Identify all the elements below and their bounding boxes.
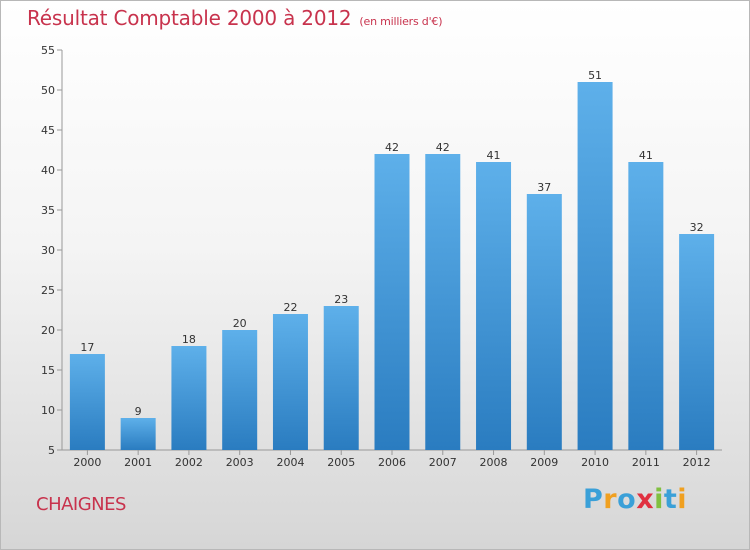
bar-value-label: 41	[639, 149, 653, 162]
bar	[272, 314, 308, 450]
x-tick-label: 2005	[327, 456, 355, 469]
bar	[120, 418, 156, 450]
title-text: Résultat Comptable 2000 à 2012	[27, 6, 352, 30]
y-tick-label: 30	[41, 244, 55, 257]
x-tick-label: 2001	[124, 456, 152, 469]
y-axis: 5 10 15 20 25 30 35 40 45 50 55	[41, 44, 63, 457]
logo-letter: P	[583, 484, 604, 515]
bar-value-label: 17	[80, 341, 94, 354]
bar	[577, 82, 613, 450]
x-tick-label: 2000	[73, 456, 101, 469]
x-tick-label: 2006	[378, 456, 406, 469]
bar-value-label: 51	[588, 69, 602, 82]
y-tick-label: 20	[41, 324, 55, 337]
logo-letter: x	[636, 484, 655, 515]
bar-value-label: 23	[334, 293, 348, 306]
x-tick-label: 2009	[530, 456, 558, 469]
bar-value-label: 20	[233, 317, 247, 330]
y-tick-label: 15	[41, 364, 55, 377]
y-tick-label: 5	[48, 444, 55, 457]
y-tick-label: 40	[41, 164, 55, 177]
logo-letter: i	[654, 484, 664, 515]
chart-subtitle: (en milliers d'€)	[359, 15, 443, 28]
bar	[679, 234, 715, 450]
bar	[425, 154, 461, 450]
bars: 17 9 18 20 22 23 42 42 41 37 51 41 32	[69, 69, 715, 450]
x-tick-label: 2008	[480, 456, 508, 469]
x-tick-label: 2004	[276, 456, 304, 469]
bar	[69, 354, 105, 450]
logo-letter: o	[617, 484, 637, 515]
bar	[628, 162, 664, 450]
bar-value-label: 41	[487, 149, 501, 162]
bar-value-label: 42	[385, 141, 399, 154]
y-tick-label: 25	[41, 284, 55, 297]
bar	[323, 306, 359, 450]
y-tick-label: 50	[41, 84, 55, 97]
logo-letter: t	[663, 484, 678, 515]
city-name: CHAIGNES	[36, 494, 126, 515]
bar-value-label: 42	[436, 141, 450, 154]
bar-value-label: 32	[690, 221, 704, 234]
logo-letter: r	[603, 484, 618, 515]
bar	[476, 162, 512, 450]
x-tick-label: 2011	[632, 456, 660, 469]
x-tick-label: 2007	[429, 456, 457, 469]
y-tick-label: 10	[41, 404, 55, 417]
x-tick-label: 2002	[175, 456, 203, 469]
bar	[171, 346, 207, 450]
bar	[374, 154, 410, 450]
bar-value-label: 9	[135, 405, 142, 418]
bar	[222, 330, 258, 450]
bar	[526, 194, 562, 450]
bar-value-label: 18	[182, 333, 196, 346]
logo-letter: i	[677, 484, 688, 515]
x-tick-label: 2003	[226, 456, 254, 469]
bar-value-label: 37	[537, 181, 551, 194]
y-tick-label: 35	[41, 204, 55, 217]
proxiti-logo[interactable]: Proxiti	[583, 484, 687, 515]
x-axis: 2000 2001 2002 2003 2004 2005 2006 2007 2008 2009…	[62, 449, 722, 469]
y-tick-label: 45	[41, 124, 55, 137]
x-tick-label: 2010	[581, 456, 609, 469]
x-tick-label: 2012	[683, 456, 711, 469]
y-tick-label: 55	[41, 44, 55, 57]
chart-title: Résultat Comptable 2000 à 2012 (en millie…	[27, 6, 443, 30]
bar-value-label: 22	[283, 301, 297, 314]
